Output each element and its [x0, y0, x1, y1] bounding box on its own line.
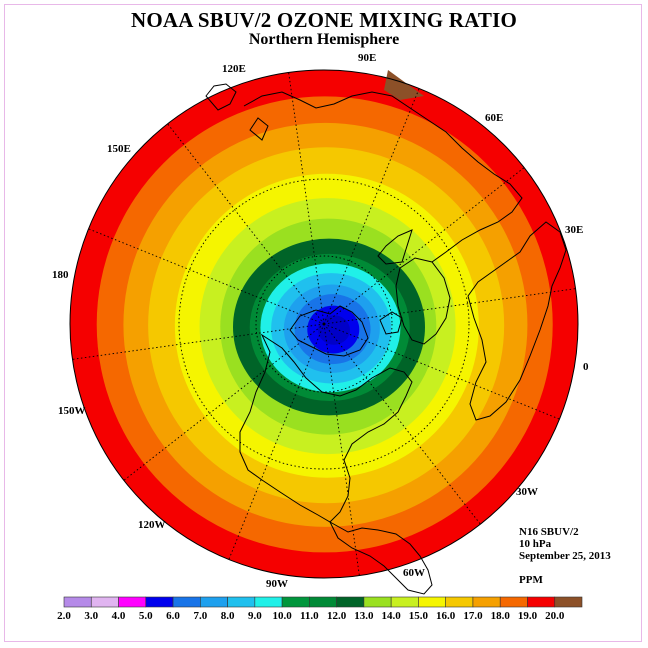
colorbar-tick-label: 18.0: [491, 610, 511, 622]
colorbar-swatch: [499, 596, 528, 608]
colorbar-tick-label: 13.0: [354, 610, 374, 622]
colorbar-swatch: [363, 596, 392, 608]
figure-frame: [4, 4, 642, 642]
colorbar-swatch: [172, 596, 201, 608]
info-units: PPM: [519, 574, 543, 586]
lon-label-30w: 30W: [516, 486, 538, 498]
colorbar-swatch: [418, 596, 446, 608]
colorbar-tick-label: 17.0: [463, 610, 483, 622]
colorbar-swatch: [118, 596, 147, 608]
lon-label-120w: 120W: [138, 519, 166, 531]
map-subtitle: Northern Hemisphere: [248, 31, 400, 48]
coast-eurasia: [243, 91, 523, 265]
colorbar-swatch: [145, 596, 174, 608]
coast-south-america: [328, 520, 433, 595]
colorbar-swatch: [336, 596, 365, 608]
lon-label-90e: 90E: [358, 52, 376, 64]
colorbar-tick-label: 2.0: [57, 610, 71, 622]
colorbar-tick-label: 12.0: [327, 610, 347, 622]
colorbar-swatch: [281, 596, 310, 608]
ozone-band-5.0-6.0: [318, 315, 350, 345]
coast-arctic-islands: [289, 305, 403, 357]
lon-label-30e: 30E: [565, 224, 583, 236]
info-date: September 25, 2013: [519, 550, 611, 562]
map-boundary: [69, 69, 579, 579]
lon-label-60e: 60E: [485, 112, 503, 124]
colorbar-swatch: [200, 596, 228, 608]
lon-label-90w: 90W: [266, 578, 288, 590]
colorbar-swatch: [90, 596, 119, 608]
colorbar-tick-label: 14.0: [382, 610, 402, 622]
colorbar-swatch: [390, 596, 419, 608]
colorbar-tick-label: 19.0: [518, 610, 538, 622]
colorbar-tick-label: 11.0: [300, 610, 319, 622]
colorbar-swatch: [527, 596, 556, 608]
colorbar-tick-label: 20.0: [545, 610, 565, 622]
colorbar-tick-label: 16.0: [436, 610, 456, 622]
map-title: NOAA SBUV/2 OZONE MIXING RATIO: [131, 8, 517, 32]
ozone-band-max-patch: [384, 70, 424, 100]
colorbar: 2.0 3.0 4.0 5.0 6.0 7.0 8.0 9.0 10.0 11.0 12.0 13.0…: [57, 596, 583, 622]
colorbar-tick-label: 5.0: [139, 610, 153, 622]
lon-label-60w: 60W: [403, 567, 425, 579]
colorbar-swatch: [254, 596, 283, 608]
colorbar-swatch: [554, 596, 583, 608]
colorbar-tick-label: 7.0: [193, 610, 207, 622]
coastlines: [205, 83, 567, 595]
colorbar-tick-label: 8.0: [221, 610, 235, 622]
colorbar-swatch: [445, 596, 474, 608]
colorbar-tick-label: 9.0: [248, 610, 262, 622]
lon-label-180: 180: [52, 269, 69, 281]
lon-label-150w: 150W: [58, 405, 86, 417]
coast-north-america: [239, 333, 413, 523]
lon-label-150e: 150E: [107, 143, 131, 155]
info-instrument: N16 SBUV/2: [519, 526, 579, 538]
colorbar-tick-label: 10.0: [272, 610, 292, 622]
colorbar-swatch: [227, 596, 256, 608]
graticule: [72, 72, 576, 576]
coast-east-asia: [205, 83, 269, 141]
parallel-30n: [178, 178, 470, 470]
colorbar-tick-label: 3.0: [84, 610, 98, 622]
colorbar-tick-label: 15.0: [409, 610, 429, 622]
colorbar-tick-label: 4.0: [112, 610, 126, 622]
colorbar-swatch: [472, 596, 501, 608]
longitude-labels: 90E 60E 30E 0 30W 60W 90W 120W 150W 180 …: [52, 52, 589, 590]
lon-label-120e: 120E: [222, 63, 246, 75]
coast-europe-africa: [467, 221, 567, 421]
lon-label-0: 0: [583, 361, 589, 373]
parallel-60n: [255, 255, 393, 393]
colorbar-tick-label: 6.0: [166, 610, 180, 622]
info-pressure: 10 hPa: [519, 538, 552, 550]
colorbar-swatch: [63, 596, 92, 608]
colorbar-swatch: [309, 596, 337, 608]
